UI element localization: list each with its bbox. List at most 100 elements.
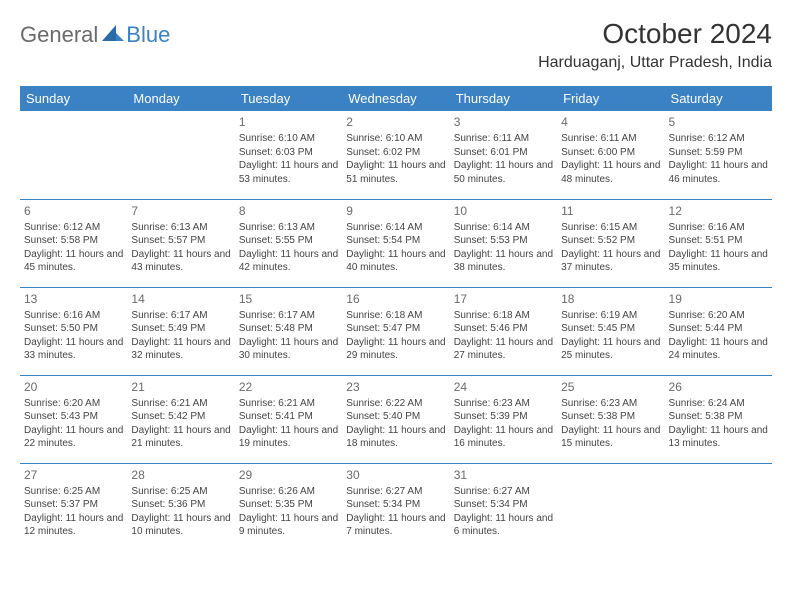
calendar-cell: 22Sunrise: 6:21 AMSunset: 5:41 PMDayligh…	[235, 375, 342, 463]
daylight-text: Daylight: 11 hours and 45 minutes.	[24, 248, 123, 275]
daylight-text: Daylight: 11 hours and 38 minutes.	[454, 248, 553, 275]
daylight-text: Daylight: 11 hours and 19 minutes.	[239, 424, 338, 451]
day-number: 3	[454, 114, 553, 130]
day-number: 14	[131, 291, 230, 307]
sunrise-text: Sunrise: 6:27 AM	[346, 485, 445, 499]
sunrise-text: Sunrise: 6:17 AM	[131, 309, 230, 323]
sunset-text: Sunset: 5:50 PM	[24, 322, 123, 336]
sunset-text: Sunset: 5:40 PM	[346, 410, 445, 424]
brand-logo: General Blue	[20, 18, 170, 48]
day-number: 19	[669, 291, 768, 307]
logo-sail-icon	[102, 23, 124, 48]
calendar-cell: 26Sunrise: 6:24 AMSunset: 5:38 PMDayligh…	[665, 375, 772, 463]
sunset-text: Sunset: 5:57 PM	[131, 234, 230, 248]
day-number: 6	[24, 203, 123, 219]
day-number: 1	[239, 114, 338, 130]
day-number: 31	[454, 467, 553, 483]
sunset-text: Sunset: 5:42 PM	[131, 410, 230, 424]
sunrise-text: Sunrise: 6:16 AM	[669, 221, 768, 235]
calendar-cell: 2 Sunrise: 6:10 AMSunset: 6:02 PMDaylight…	[342, 111, 449, 199]
sunrise-text: Sunrise: 6:12 AM	[669, 132, 768, 146]
sunrise-text: Sunrise: 6:21 AM	[239, 397, 338, 411]
daylight-text: Daylight: 11 hours and 15 minutes.	[561, 424, 660, 451]
day-number: 18	[561, 291, 660, 307]
sunset-text: Sunset: 5:37 PM	[24, 498, 123, 512]
calendar-cell: 30Sunrise: 6:27 AMSunset: 5:34 PMDayligh…	[342, 463, 449, 551]
sunset-text: Sunset: 6:03 PM	[239, 146, 338, 160]
calendar-cell: 6Sunrise: 6:12 AMSunset: 5:58 PMDaylight…	[20, 199, 127, 287]
sunset-text: Sunset: 5:59 PM	[669, 146, 768, 160]
sunset-text: Sunset: 5:46 PM	[454, 322, 553, 336]
calendar-row: 20Sunrise: 6:20 AMSunset: 5:43 PMDayligh…	[20, 375, 772, 463]
daylight-text: Daylight: 11 hours and 12 minutes.	[24, 512, 123, 539]
calendar-cell: 11Sunrise: 6:15 AMSunset: 5:52 PMDayligh…	[557, 199, 664, 287]
day-number: 8	[239, 203, 338, 219]
calendar-cell: 3Sunrise: 6:11 AMSunset: 6:01 PMDaylight…	[450, 111, 557, 199]
day-number: 11	[561, 203, 660, 219]
day-number: 21	[131, 379, 230, 395]
title-block: October 2024 Harduaganj, Uttar Pradesh, …	[538, 18, 772, 72]
day-number: 2	[346, 114, 445, 130]
sunrise-text: Sunrise: 6:17 AM	[239, 309, 338, 323]
sunrise-text: Sunrise: 6:23 AM	[454, 397, 553, 411]
daylight-text: Daylight: 11 hours and 13 minutes.	[669, 424, 768, 451]
calendar-cell	[20, 111, 127, 199]
daylight-text: Daylight: 11 hours and 32 minutes.	[131, 336, 230, 363]
sunset-text: Sunset: 5:35 PM	[239, 498, 338, 512]
sunset-text: Sunset: 5:39 PM	[454, 410, 553, 424]
day-number: 23	[346, 379, 445, 395]
weekday-header: Wednesday	[342, 86, 449, 111]
sunset-text: Sunset: 5:41 PM	[239, 410, 338, 424]
day-number: 25	[561, 379, 660, 395]
sunset-text: Sunset: 5:38 PM	[561, 410, 660, 424]
calendar-cell: 9Sunrise: 6:14 AMSunset: 5:54 PMDaylight…	[342, 199, 449, 287]
day-number: 12	[669, 203, 768, 219]
weekday-header-row: Sunday Monday Tuesday Wednesday Thursday…	[20, 86, 772, 111]
calendar-cell: 17Sunrise: 6:18 AMSunset: 5:46 PMDayligh…	[450, 287, 557, 375]
sunrise-text: Sunrise: 6:11 AM	[454, 132, 553, 146]
sunset-text: Sunset: 5:51 PM	[669, 234, 768, 248]
brand-part2: Blue	[126, 22, 170, 48]
sunrise-text: Sunrise: 6:21 AM	[131, 397, 230, 411]
daylight-text: Daylight: 11 hours and 51 minutes.	[346, 159, 445, 186]
sunset-text: Sunset: 6:02 PM	[346, 146, 445, 160]
calendar-cell: 7Sunrise: 6:13 AMSunset: 5:57 PMDaylight…	[127, 199, 234, 287]
sunrise-text: Sunrise: 6:20 AM	[24, 397, 123, 411]
daylight-text: Daylight: 11 hours and 30 minutes.	[239, 336, 338, 363]
sunset-text: Sunset: 5:55 PM	[239, 234, 338, 248]
day-number: 20	[24, 379, 123, 395]
calendar-cell: 5Sunrise: 6:12 AMSunset: 5:59 PMDaylight…	[665, 111, 772, 199]
daylight-text: Daylight: 11 hours and 40 minutes.	[346, 248, 445, 275]
calendar-row: 13Sunrise: 6:16 AMSunset: 5:50 PMDayligh…	[20, 287, 772, 375]
day-number: 27	[24, 467, 123, 483]
day-number: 10	[454, 203, 553, 219]
calendar-row: 27Sunrise: 6:25 AMSunset: 5:37 PMDayligh…	[20, 463, 772, 551]
day-number: 28	[131, 467, 230, 483]
weekday-header: Thursday	[450, 86, 557, 111]
sunrise-text: Sunrise: 6:10 AM	[346, 132, 445, 146]
sunrise-text: Sunrise: 6:12 AM	[24, 221, 123, 235]
calendar-cell: 31Sunrise: 6:27 AMSunset: 5:34 PMDayligh…	[450, 463, 557, 551]
sunrise-text: Sunrise: 6:18 AM	[346, 309, 445, 323]
weekday-header: Friday	[557, 86, 664, 111]
sunrise-text: Sunrise: 6:25 AM	[24, 485, 123, 499]
calendar-cell: 27 Sunrise: 6:25 AMSunset: 5:37 PMDayligh…	[20, 463, 127, 551]
sunset-text: Sunset: 6:01 PM	[454, 146, 553, 160]
day-number: 29	[239, 467, 338, 483]
calendar-cell: 8Sunrise: 6:13 AMSunset: 5:55 PMDaylight…	[235, 199, 342, 287]
sunrise-text: Sunrise: 6:11 AM	[561, 132, 660, 146]
sunrise-text: Sunrise: 6:10 AM	[239, 132, 338, 146]
day-number: 26	[669, 379, 768, 395]
daylight-text: Daylight: 11 hours and 48 minutes.	[561, 159, 660, 186]
sunrise-text: Sunrise: 6:14 AM	[346, 221, 445, 235]
weekday-header: Monday	[127, 86, 234, 111]
location-subtitle: Harduaganj, Uttar Pradesh, India	[538, 54, 772, 72]
sunrise-text: Sunrise: 6:13 AM	[239, 221, 338, 235]
weekday-header: Tuesday	[235, 86, 342, 111]
calendar-cell: 20Sunrise: 6:20 AMSunset: 5:43 PMDayligh…	[20, 375, 127, 463]
calendar-cell: 24Sunrise: 6:23 AMSunset: 5:39 PMDayligh…	[450, 375, 557, 463]
header: General Blue October 2024 Harduaganj, Ut…	[20, 18, 772, 72]
sunrise-text: Sunrise: 6:26 AM	[239, 485, 338, 499]
calendar-cell: 14Sunrise: 6:17 AMSunset: 5:49 PMDayligh…	[127, 287, 234, 375]
daylight-text: Daylight: 11 hours and 10 minutes.	[131, 512, 230, 539]
